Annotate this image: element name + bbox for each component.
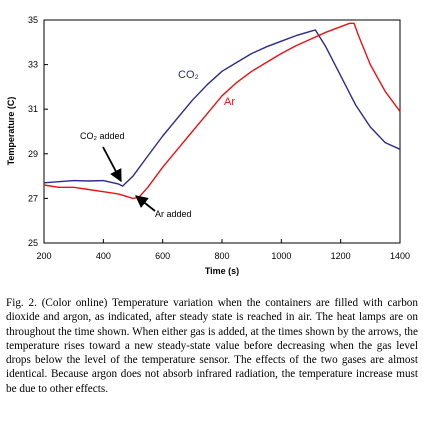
y-tick-label: 33 [28,60,38,70]
x-tick-label: 600 [155,251,170,261]
y-axis-title: Temperature (C) [6,97,16,166]
annotation-co2-arrow [102,146,122,183]
x-tick-label: 800 [214,251,229,261]
y-tick-label: 25 [28,238,38,248]
x-axis-title: Time (s) [205,266,239,276]
annotation-ar-arrow [135,195,156,212]
y-tick-label: 29 [28,149,38,159]
y-axis-ticks: 25 27 29 31 33 35 [28,15,48,248]
series-line-co2 [43,29,401,187]
y-tick-label: 31 [28,104,38,114]
y-tick-label: 27 [28,193,38,203]
series-label-ar: Ar [224,96,235,108]
x-tick-label: 1200 [331,251,351,261]
x-tick-label: 200 [36,251,51,261]
x-tick-label: 1000 [271,251,291,261]
annotation-ar-added: Ar added [155,209,192,219]
x-axis-ticks: 200 400 600 800 1000 1200 1400 [36,239,410,261]
figure-caption: Fig. 2. (Color online) Temperature varia… [6,297,418,395]
x-tick-label: 400 [96,251,111,261]
y-tick-label: 35 [28,15,38,25]
series-lines [43,22,401,200]
annotation-co2-added: CO₂ added [80,131,125,141]
x-tick-label: 1400 [390,251,410,261]
temperature-chart: 200 400 600 800 1000 1200 1400 25 27 29 31 33 35 Ti… [6,15,410,276]
series-line-ar [43,22,401,200]
series-label-co2: CO₂ [178,69,199,81]
